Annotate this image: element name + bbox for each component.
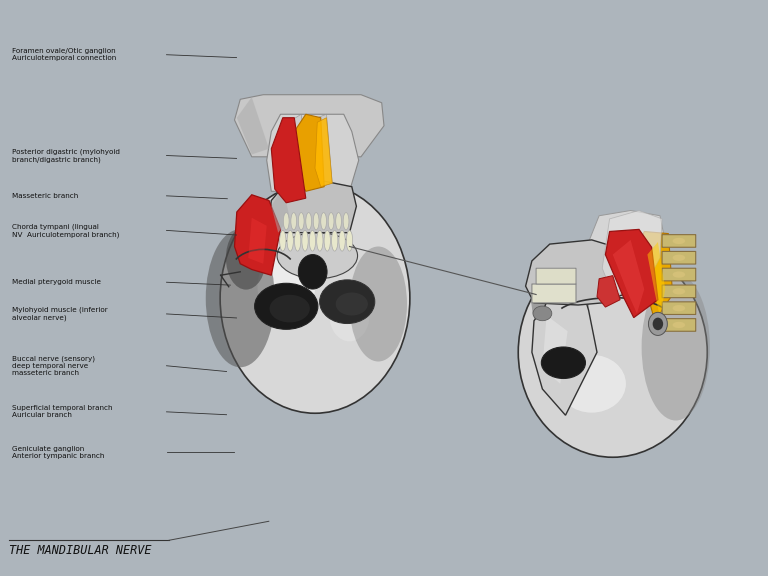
Ellipse shape [287,230,293,251]
Ellipse shape [329,290,369,342]
Ellipse shape [298,213,304,230]
Ellipse shape [313,213,319,230]
Ellipse shape [268,250,350,346]
FancyBboxPatch shape [662,302,696,314]
Ellipse shape [228,203,391,394]
Ellipse shape [541,347,585,378]
Ellipse shape [673,271,685,278]
Ellipse shape [226,226,266,290]
Ellipse shape [653,317,663,330]
Ellipse shape [298,255,327,289]
Ellipse shape [280,264,339,333]
Ellipse shape [310,230,316,251]
Polygon shape [292,114,310,187]
Ellipse shape [324,230,330,251]
Polygon shape [271,118,306,203]
Polygon shape [315,118,333,187]
Text: Chorda tympani (lingual
NV  Auriculotemporal branch): Chorda tympani (lingual NV Auriculotempo… [12,223,119,237]
Ellipse shape [339,230,346,251]
Ellipse shape [673,322,685,328]
Ellipse shape [217,189,402,407]
Ellipse shape [274,257,344,339]
Ellipse shape [280,230,286,251]
Polygon shape [234,94,384,157]
Ellipse shape [233,210,385,387]
Ellipse shape [251,230,367,367]
Polygon shape [542,316,568,384]
Text: Masseteric branch: Masseteric branch [12,193,78,199]
Ellipse shape [673,238,685,244]
Ellipse shape [263,244,356,353]
Ellipse shape [270,295,310,323]
Polygon shape [294,114,324,191]
FancyBboxPatch shape [662,319,696,331]
Polygon shape [602,210,662,294]
Ellipse shape [673,288,685,294]
Ellipse shape [294,230,301,251]
Text: Buccal nerve (sensory)
deep temporal nerve
masseteric branch: Buccal nerve (sensory) deep temporal ner… [12,355,94,376]
Polygon shape [605,229,658,317]
Text: THE MANDIBULAR NERVE: THE MANDIBULAR NERVE [9,544,152,558]
Polygon shape [234,195,280,275]
Ellipse shape [349,247,407,362]
Text: Geniculate ganglion
Anterior tympanic branch: Geniculate ganglion Anterior tympanic br… [12,445,104,459]
Ellipse shape [531,255,589,344]
Polygon shape [588,210,665,268]
FancyBboxPatch shape [662,234,696,247]
Ellipse shape [222,196,396,401]
Polygon shape [613,240,644,313]
Ellipse shape [245,223,373,373]
FancyBboxPatch shape [662,268,696,281]
Polygon shape [647,242,665,317]
Polygon shape [271,187,290,233]
Polygon shape [237,97,269,154]
Ellipse shape [319,280,375,324]
Ellipse shape [257,237,362,360]
Ellipse shape [673,305,685,311]
Ellipse shape [332,230,338,251]
Ellipse shape [533,306,552,321]
Ellipse shape [291,213,296,230]
FancyBboxPatch shape [532,284,576,303]
Polygon shape [525,240,631,305]
Ellipse shape [648,312,667,335]
Polygon shape [248,218,266,264]
Ellipse shape [328,213,334,230]
Polygon shape [269,180,356,233]
Polygon shape [317,114,333,187]
Ellipse shape [257,249,315,324]
Ellipse shape [343,213,349,230]
Ellipse shape [346,230,353,251]
Polygon shape [266,114,359,191]
FancyBboxPatch shape [662,285,696,298]
Text: Foramen ovale/Otic ganglion
Auriculotemporal connection: Foramen ovale/Otic ganglion Auriculotemp… [12,48,116,62]
FancyBboxPatch shape [536,268,576,284]
Ellipse shape [240,216,379,380]
Ellipse shape [220,183,410,413]
Ellipse shape [206,229,275,367]
Ellipse shape [673,255,685,261]
Ellipse shape [518,247,707,457]
Ellipse shape [255,283,318,329]
FancyBboxPatch shape [662,252,696,264]
Polygon shape [637,232,673,321]
Ellipse shape [336,213,342,230]
Ellipse shape [277,233,358,279]
Ellipse shape [641,274,710,420]
Ellipse shape [336,293,368,316]
Text: Superficial temporal branch
Auricular branch: Superficial temporal branch Auricular br… [12,405,112,419]
Text: Medial pterygoid muscle: Medial pterygoid muscle [12,279,101,285]
Ellipse shape [306,213,312,230]
Polygon shape [597,275,620,307]
Ellipse shape [316,230,323,251]
Polygon shape [532,274,597,415]
Ellipse shape [558,355,626,412]
Ellipse shape [321,213,326,230]
Ellipse shape [283,213,289,230]
Text: Mylohyoid muscle (inferior
alveolar nerve): Mylohyoid muscle (inferior alveolar nerv… [12,307,108,321]
Text: Posterior digastric (mylohyoid
branch/digastric branch): Posterior digastric (mylohyoid branch/di… [12,149,120,162]
Ellipse shape [302,230,308,251]
